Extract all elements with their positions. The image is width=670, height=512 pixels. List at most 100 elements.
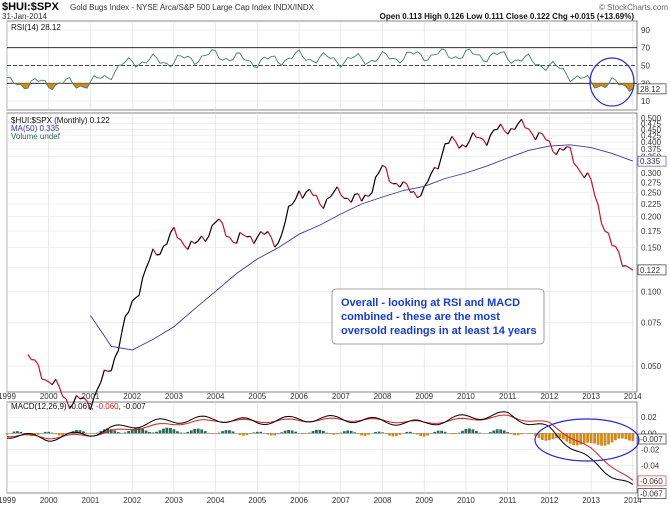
macd-histogram-bar <box>440 431 443 434</box>
macd-histogram-bar <box>618 433 621 438</box>
x-tick-label-upper: 2003 <box>165 392 183 401</box>
macd-histogram-bar <box>120 433 123 434</box>
macd-histogram-bar <box>270 433 273 435</box>
annotation-line-1: Overall - looking at RSI and MACD <box>341 297 520 309</box>
macd-histogram-bar <box>218 433 221 434</box>
macd-histogram-bar <box>47 432 50 434</box>
x-tick-label-lower: 2009 <box>415 496 433 505</box>
macd-histogram-bar <box>600 433 603 445</box>
price-tick-label: 0.200 <box>641 213 662 222</box>
x-tick-label-upper: 2012 <box>540 392 558 401</box>
macd-histogram-bar <box>517 433 520 435</box>
macd-histogram-bar <box>113 431 116 434</box>
macd-histogram-bar <box>583 433 586 443</box>
macd-histogram-bar <box>496 429 499 433</box>
macd-histogram-bar <box>346 430 349 433</box>
macd-histogram-bar <box>364 433 367 436</box>
macd-histogram-bar <box>392 433 395 436</box>
x-tick-label-lower: 2007 <box>332 496 350 505</box>
macd-histogram-bar <box>162 429 165 434</box>
brand-logo: © StockCharts.com <box>599 3 668 12</box>
macd-histogram-bar <box>266 433 269 434</box>
macd-tick-label: -0.04 <box>641 462 660 471</box>
rsi-value-label: 28.12 <box>640 85 661 94</box>
macd-histogram-bar <box>54 433 57 434</box>
x-tick-label-lower: 2006 <box>290 496 308 505</box>
macd-histogram-bar <box>586 433 589 442</box>
macd-histogram-bar <box>499 429 502 433</box>
price-segment <box>355 194 359 195</box>
x-tick-label-upper: 2009 <box>415 392 433 401</box>
x-tick-label-lower: 2001 <box>82 496 100 505</box>
macd-histogram-bar <box>13 432 16 434</box>
macd-histogram-bar <box>353 432 356 433</box>
macd-histogram-bar <box>607 433 610 444</box>
x-tick-label-upper: 2006 <box>290 392 308 401</box>
macd-histogram-bar <box>478 433 481 434</box>
x-tick-label-upper: 2002 <box>123 392 141 401</box>
macd-histogram-bar <box>468 429 471 434</box>
price-segment <box>63 396 67 399</box>
macd-histogram-bar <box>409 432 412 434</box>
x-tick-label-lower: 2000 <box>40 496 58 505</box>
macd-histogram-bar <box>343 431 346 433</box>
macd-histogram-bar <box>232 431 235 433</box>
rsi-label: RSI(14) 28.12 <box>11 23 61 32</box>
macd-histogram-bar <box>301 433 304 434</box>
price-tick-label: 0.175 <box>641 227 662 236</box>
macd-histogram-bar <box>513 433 516 435</box>
macd-histogram-bar <box>399 433 402 435</box>
x-tick-label-lower: 2002 <box>123 496 141 505</box>
price-tick-label: 0.150 <box>641 244 662 253</box>
macd-histogram-bar <box>82 431 85 433</box>
macd-histogram-bar <box>360 433 363 435</box>
macd-histogram-bar <box>367 433 370 435</box>
macd-histogram-bar <box>357 433 360 434</box>
price-tick-label: 0.050 <box>641 362 662 371</box>
macd-histogram-bar <box>465 429 468 433</box>
rsi-tick-label: 50 <box>641 62 650 71</box>
x-tick-label-lower: 2011 <box>499 496 517 505</box>
macd-histogram-bar <box>152 433 155 434</box>
rsi-tick-label: 10 <box>641 97 650 106</box>
macd-histogram-bar <box>332 433 335 435</box>
price-segment <box>247 236 251 237</box>
macd-tick-label: 0.02 <box>641 413 657 422</box>
macd-histogram-bar <box>454 433 457 434</box>
macd-histogram-bar <box>631 433 634 441</box>
macd-histogram-bar <box>287 430 290 433</box>
macd-histogram-bar <box>242 433 245 435</box>
macd-histogram-bar <box>590 433 593 443</box>
macd-histogram-bar <box>221 431 224 433</box>
macd-histogram-bar <box>44 432 47 434</box>
macd-histogram-bar <box>20 432 23 434</box>
macd-histogram-bar <box>475 431 478 433</box>
x-tick-label-lower: 1999 <box>0 496 16 505</box>
x-tick-label-upper: 1999 <box>0 392 16 401</box>
close-value-label: 0.122 <box>640 266 661 275</box>
macd-value-label: -0.067 <box>640 490 663 499</box>
macd-histogram-bar <box>197 429 200 434</box>
macd-histogram-bar <box>433 432 436 434</box>
annotation-line-2: combined - these are the most <box>341 311 500 323</box>
macd-histogram-bar <box>253 433 256 434</box>
macd-histogram-bar <box>350 431 353 434</box>
macd-histogram-bar <box>322 431 325 433</box>
macd-histogram-bar <box>388 433 391 435</box>
price-segment <box>567 147 570 148</box>
chart-date: 31-Jan-2014 <box>2 12 47 21</box>
macd-histogram-bar <box>419 433 422 436</box>
macd-histogram-bar <box>621 433 624 438</box>
macd-histogram-bar <box>339 433 342 434</box>
x-tick-label-lower: 2003 <box>165 496 183 505</box>
rsi-tick-label: 70 <box>641 44 650 53</box>
macd-histogram-bar <box>503 430 506 433</box>
macd-histogram-bar <box>277 433 280 434</box>
price-tick-label: 0.250 <box>641 189 662 198</box>
macd-histogram-bar <box>378 432 381 434</box>
macd-histogram-bar <box>249 433 252 434</box>
macd-histogram-bar <box>458 433 461 434</box>
macd-histogram-bar <box>225 430 228 433</box>
macd-histogram-bar <box>124 433 127 434</box>
macd-histogram-bar <box>294 432 297 434</box>
